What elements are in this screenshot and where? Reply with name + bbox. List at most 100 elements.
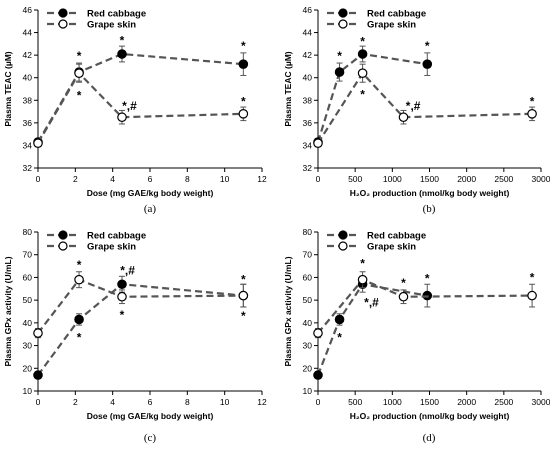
- legend-label: Red cabbage: [367, 231, 426, 242]
- series-line: [317, 71, 533, 144]
- y-tick-label: 30: [303, 341, 313, 351]
- legend-label: Red cabbage: [87, 231, 146, 242]
- y-tick-label: 36: [23, 118, 33, 128]
- x-axis-label: H₂O₂ production (nmol/kg body weight): [350, 188, 510, 198]
- x-tick-label: 10: [220, 397, 230, 407]
- significance-marker: *: [241, 273, 246, 287]
- data-point: [527, 290, 537, 301]
- data-point: [74, 314, 84, 325]
- significance-marker: *: [337, 49, 342, 63]
- y-tick-label: 80: [303, 227, 313, 237]
- data-point: [238, 290, 249, 301]
- panel-label: (a): [144, 203, 157, 215]
- y-tick-label: 34: [303, 140, 313, 150]
- x-axis-label: Dose (mg GAE/kg body weight): [87, 411, 214, 421]
- data-point: [313, 370, 323, 380]
- x-tick-label: 1500: [420, 174, 439, 184]
- y-tick-label: 38: [23, 95, 33, 105]
- x-tick-label: 6: [148, 174, 153, 184]
- data-point: [238, 59, 249, 69]
- series-grape-skin: [313, 271, 537, 339]
- data-point: [117, 279, 127, 290]
- data-point: [357, 274, 368, 285]
- data-point: [117, 49, 127, 59]
- data-point: [74, 68, 84, 78]
- data-point: [238, 109, 249, 119]
- series-grape-skin: [313, 63, 537, 148]
- y-tick-label: 80: [23, 227, 33, 237]
- significance-marker: *: [77, 89, 82, 103]
- significance-marker: *: [360, 88, 365, 102]
- significance-marker: *: [77, 330, 82, 344]
- legend-marker: [58, 230, 68, 240]
- y-axis-label: Plasma TEAC (µM): [3, 51, 13, 126]
- legend-label: Grape skin: [367, 242, 416, 253]
- significance-marker: *,#: [120, 263, 135, 277]
- significance-marker: *: [425, 271, 430, 285]
- y-tick-label: 32: [303, 163, 313, 173]
- significance-marker: *,#: [364, 295, 379, 309]
- series-line: [37, 283, 244, 376]
- series-line: [316, 52, 428, 143]
- y-tick-label: 44: [23, 28, 33, 38]
- significance-marker: *: [77, 258, 82, 272]
- significance-marker: *: [241, 39, 246, 53]
- data-point: [527, 109, 537, 119]
- series-red-cabbage: [313, 275, 433, 380]
- series-line: [317, 278, 533, 334]
- y-tick-label: 60: [303, 272, 313, 282]
- y-tick-label: 40: [23, 73, 33, 83]
- panel-label: (d): [423, 432, 436, 444]
- x-tick-label: 4: [110, 397, 115, 407]
- data-point: [74, 274, 84, 285]
- significance-marker: *: [337, 330, 342, 344]
- x-tick-label: 0: [316, 397, 321, 407]
- y-tick-label: 32: [23, 163, 33, 173]
- legend-label: Grape skin: [87, 242, 136, 253]
- series-red-cabbage: [313, 45, 433, 147]
- y-tick-label: 70: [23, 250, 33, 260]
- y-tick-label: 34: [23, 140, 33, 150]
- data-point: [357, 68, 368, 78]
- x-tick-label: 8: [185, 174, 190, 184]
- x-tick-label: 2: [73, 174, 78, 184]
- legend-marker: [58, 19, 68, 29]
- significance-marker: *,#: [406, 99, 421, 113]
- data-point: [33, 370, 43, 380]
- data-point: [357, 49, 368, 59]
- y-tick-label: 10: [303, 386, 313, 396]
- x-tick-label: 1000: [383, 174, 402, 184]
- legend-label: Grape skin: [87, 20, 136, 31]
- x-tick-label: 0: [36, 174, 41, 184]
- significance-marker: *: [425, 39, 430, 53]
- x-tick-label: 500: [348, 174, 362, 184]
- y-tick-label: 70: [303, 250, 313, 260]
- y-tick-label: 38: [303, 95, 313, 105]
- x-tick-label: 2000: [457, 174, 476, 184]
- significance-marker: *: [77, 49, 82, 63]
- x-tick-label: 12: [257, 397, 267, 407]
- chart-panel-b: 0 500 1000 1500 2000 2500 3000 32 34 36 38 40 42 44 46…: [283, 5, 550, 215]
- legend-marker: [338, 8, 348, 18]
- legend-marker: [338, 230, 348, 240]
- x-tick-label: 4: [110, 174, 115, 184]
- y-tick-label: 44: [303, 28, 313, 38]
- chart-panel-d: 0 500 1000 1500 2000 2500 3000 10 20 30 40 50 60 70 80…: [283, 227, 550, 444]
- data-point: [33, 138, 43, 148]
- x-tick-label: 10: [220, 174, 230, 184]
- series-red-cabbage: [33, 45, 249, 147]
- x-tick-label: 1500: [420, 397, 439, 407]
- x-tick-label: 0: [316, 174, 321, 184]
- y-tick-label: 20: [303, 363, 313, 373]
- y-tick-label: 50: [303, 295, 313, 305]
- data-point: [334, 67, 345, 77]
- y-tick-label: 10: [23, 386, 33, 396]
- series-grape-skin: [33, 63, 249, 148]
- series-red-cabbage: [33, 275, 249, 380]
- significance-marker: *: [360, 34, 365, 48]
- y-tick-label: 40: [23, 318, 33, 328]
